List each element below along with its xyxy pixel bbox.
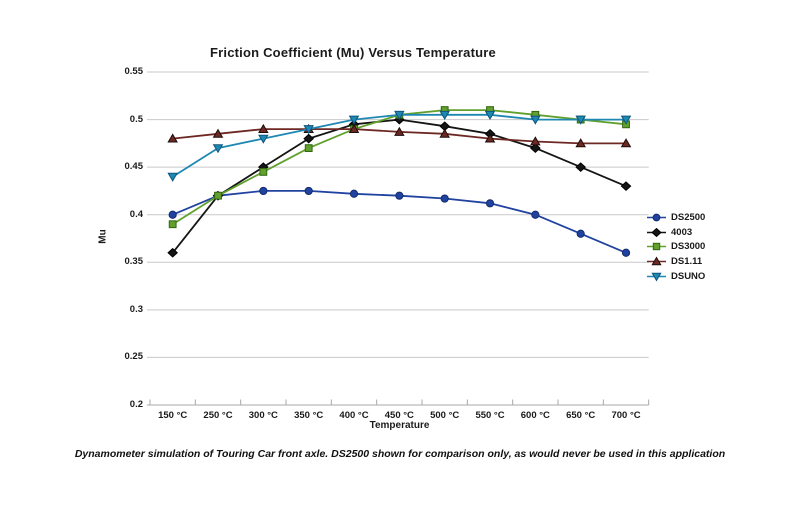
y-tick-label: 0.25 <box>124 351 144 363</box>
data-point-marker <box>167 172 178 182</box>
data-point-marker <box>214 191 222 200</box>
data-point-marker <box>620 181 632 192</box>
series-ds2500 <box>168 186 631 257</box>
data-point-marker <box>439 128 450 138</box>
chart-title: Friction Coefficient (Mu) Versus Tempera… <box>210 45 496 60</box>
legend-ds3000-marker-icon <box>647 243 666 251</box>
data-point-marker <box>620 115 632 125</box>
data-point-marker <box>303 125 314 135</box>
series-line-4003 <box>171 118 627 254</box>
data-point-marker <box>303 133 315 144</box>
legend-item-ds1-11: DS1.11 <box>647 254 705 269</box>
series-ds1-11 <box>167 123 632 148</box>
legend-marker-shape <box>652 213 661 222</box>
legend-marker-shape <box>651 227 662 237</box>
data-point-marker <box>259 168 268 176</box>
y-tick-label: 0.5 <box>129 113 143 125</box>
legend-4003-marker-icon <box>647 227 666 237</box>
data-point-marker <box>394 110 405 121</box>
series-dsuno <box>167 110 632 182</box>
data-point-marker <box>348 123 360 133</box>
data-point-marker <box>258 123 269 133</box>
data-point-marker <box>576 229 585 238</box>
x-tick-label: 600 °C <box>520 410 550 421</box>
data-point-marker <box>168 210 177 219</box>
legend-ds2500-marker-icon <box>647 213 666 222</box>
x-tick-label: 250 °C <box>203 410 233 421</box>
legend-item-4003: 4003 <box>647 225 705 240</box>
data-point-marker <box>531 210 540 219</box>
data-point-marker <box>304 144 313 153</box>
data-point-marker <box>530 136 541 146</box>
legend-ds1-11-marker-icon <box>647 256 666 266</box>
legend-marker-shape <box>651 256 662 266</box>
legend-label: DS1.11 <box>671 256 703 268</box>
data-point-marker <box>304 186 313 196</box>
data-point-marker <box>394 126 405 136</box>
x-tick-label: 650 °C <box>566 410 596 421</box>
legend-label: DSUNO <box>671 271 706 283</box>
legend-dsuno-marker-icon <box>647 272 666 282</box>
x-tick-label: 550 °C <box>475 410 505 421</box>
data-point-marker <box>168 220 177 229</box>
caption: Dynamometer simulation of Touring Car fr… <box>74 448 726 460</box>
data-point-marker <box>484 133 496 143</box>
data-point-marker <box>575 138 586 148</box>
legend-label: DS3000 <box>671 241 706 253</box>
data-point-marker <box>167 133 178 143</box>
data-point-marker <box>395 191 404 200</box>
y-tick-label: 0.45 <box>124 161 144 173</box>
legend-marker-shape <box>651 272 662 282</box>
data-point-marker <box>530 143 541 153</box>
data-point-marker <box>349 189 359 198</box>
x-tick-label: 500 °C <box>430 410 460 421</box>
x-tick-label: 700 °C <box>611 410 641 421</box>
x-tick-label: 400 °C <box>339 410 369 421</box>
legend-marker-shape <box>652 243 661 251</box>
data-point-marker <box>485 199 495 208</box>
legend-item-ds3000: DS3000 <box>647 240 705 255</box>
data-point-marker <box>167 247 179 258</box>
data-point-marker <box>439 110 450 121</box>
data-point-marker <box>259 186 268 196</box>
data-point-marker <box>212 128 224 138</box>
series-line-ds2500 <box>172 189 627 254</box>
x-axis-label: Temperature <box>369 420 430 431</box>
data-point-marker <box>530 115 541 125</box>
y-tick-label: 0.2 <box>129 399 143 410</box>
y-tick-label: 0.4 <box>129 208 143 220</box>
data-point-marker <box>484 110 496 121</box>
legend: DS2500 4003 DS3000 DS1.11 DSUNO <box>647 210 705 284</box>
data-point-marker <box>575 162 587 173</box>
legend-item-dsuno: DSUNO <box>647 269 705 284</box>
data-point-marker <box>348 115 360 125</box>
data-point-marker <box>440 194 449 203</box>
legend-item-ds2500: DS2500 <box>647 210 705 225</box>
y-tick-label: 0.55 <box>124 66 144 77</box>
y-tick-label: 0.35 <box>124 256 144 268</box>
legend-label: 4003 <box>671 226 693 238</box>
x-tick-label: 350 °C <box>294 410 324 421</box>
x-tick-label: 300 °C <box>248 410 278 421</box>
y-tick-label: 0.3 <box>129 303 143 315</box>
x-tick-label: 450 °C <box>384 410 414 421</box>
data-point-marker <box>620 138 632 148</box>
legend-label: DS2500 <box>671 211 706 223</box>
data-point-marker <box>575 115 586 125</box>
x-tick-label: 150 °C <box>158 410 188 421</box>
data-point-marker <box>212 144 224 154</box>
data-point-marker <box>258 134 269 144</box>
data-point-marker <box>621 248 631 257</box>
